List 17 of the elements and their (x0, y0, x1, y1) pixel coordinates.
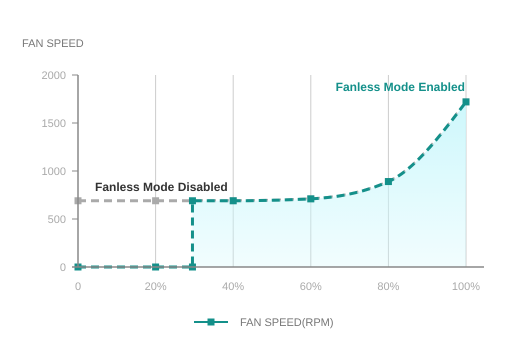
x-tick-label: 40% (222, 281, 244, 293)
y-tick-label: 0 (60, 262, 66, 274)
x-tick-label: 100% (452, 281, 480, 293)
y-tick-label: 1500 (42, 118, 66, 130)
x-tick-label: 0 (74, 281, 82, 293)
point (152, 197, 160, 204)
y-tick-label: 1000 (42, 166, 66, 178)
legend-label: FAN SPEED(RPM) (240, 316, 334, 329)
x-tick-label: 80% (377, 281, 400, 293)
annotation: Fanless Mode Disabled (95, 180, 228, 194)
annotation: Fanless Mode Enabled (336, 80, 465, 94)
y-tick-label: 500 (48, 214, 66, 226)
y-tick-label: 2000 (42, 70, 66, 82)
point (188, 197, 196, 204)
x-tick-label: 60% (300, 281, 322, 293)
x-tick-label: 20% (144, 281, 167, 293)
y-axis-title: FAN SPEED (22, 38, 84, 50)
